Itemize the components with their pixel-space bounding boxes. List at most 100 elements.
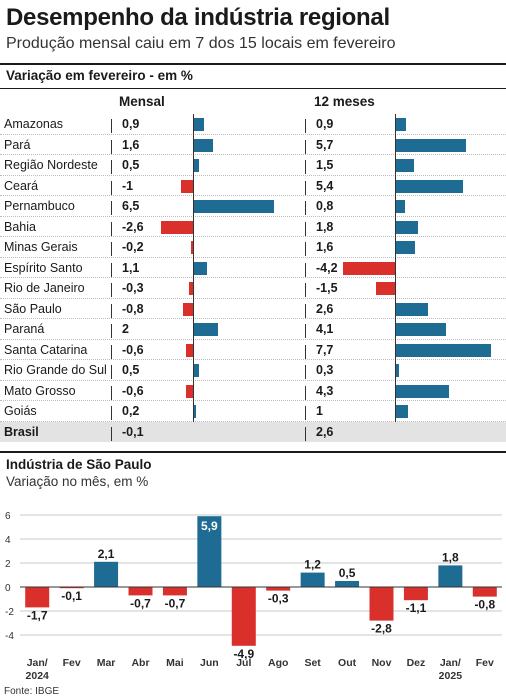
table-row: Pará 1,6 5,7 (0, 135, 506, 155)
x-tick-label: Fev (63, 657, 81, 669)
x-tick-label: Jun (200, 657, 219, 669)
cell-divider (305, 406, 306, 420)
monthly-bar (190, 241, 193, 254)
cell-divider (111, 139, 112, 154)
cell-divider (111, 201, 112, 215)
12m-value: -1,5 (316, 281, 338, 295)
table-row: Mato Grosso -0,6 4,3 (0, 381, 506, 401)
sp-value-label: -0,7 (130, 596, 151, 610)
region-name: Bahia (4, 219, 36, 234)
monthly-bar (160, 220, 193, 234)
monthly-bar (193, 138, 213, 152)
table-row: Espírito Santo 1,1 -4,2 (0, 258, 506, 278)
sp-bar (403, 587, 428, 601)
cell-divider (305, 385, 306, 400)
table-row: Minas Gerais -0,2 1,6 (0, 237, 506, 258)
x-tick-label: Jul (236, 657, 251, 669)
monthly-bar (193, 118, 205, 131)
cell-divider (305, 303, 306, 318)
cell-divider (111, 406, 112, 420)
x-tick-label: 2025 (439, 670, 463, 682)
x-tick-label: Out (338, 657, 357, 669)
12m-value: 7,7 (316, 342, 334, 357)
12m-bar (342, 261, 395, 275)
12m-bar (395, 343, 492, 357)
col-12m-header: 12 meses (314, 94, 375, 109)
cell-divider (111, 324, 112, 338)
sp-bar (128, 587, 153, 596)
monthly-value: 2 (122, 322, 129, 336)
monthly-bar (193, 364, 200, 377)
sp-value-label: -0,1 (61, 589, 82, 603)
sp-bar (438, 565, 463, 587)
x-tick-label: Mar (97, 657, 116, 669)
cell-divider (111, 344, 112, 359)
sp-bar (162, 587, 187, 596)
12m-value: 1 (316, 404, 323, 418)
sp-bar (335, 581, 360, 587)
monthly-bar (193, 200, 275, 213)
12m-value: 2,6 (316, 301, 334, 316)
region-name: Minas Gerais (4, 240, 78, 254)
sp-value-label: 1,8 (442, 550, 459, 564)
cell-divider (111, 262, 112, 277)
12m-bar (395, 241, 415, 254)
12m-bar (395, 405, 408, 418)
cell-divider (111, 160, 112, 174)
table-row: Paraná 2 4,1 (0, 319, 506, 340)
region-name: Pernambuco (4, 199, 75, 213)
cell-divider (305, 180, 306, 195)
table-row: São Paulo -0,8 2,6 (0, 299, 506, 319)
sp-bar (472, 587, 497, 597)
12m-bar (395, 364, 399, 377)
monthly-value: 6,5 (122, 199, 140, 213)
sp-value-label: 2,1 (98, 547, 115, 561)
sp-bar (59, 587, 84, 589)
sp-bar (231, 587, 256, 646)
monthly-axis (193, 114, 194, 422)
monthly-value: -0,6 (122, 383, 144, 398)
cell-divider (305, 160, 306, 174)
sp-value-label: -0,3 (268, 592, 289, 606)
region-name: Rio Grande do Sul (4, 363, 107, 377)
monthly-value: -0,2 (122, 240, 144, 254)
monthly-value: -2,6 (122, 219, 144, 234)
monthly-bar (193, 261, 207, 275)
cell-divider (305, 365, 306, 379)
12m-bar (395, 302, 428, 316)
y-tick-label: -4 (5, 631, 14, 642)
table-row: Ceará -1 5,4 (0, 176, 506, 196)
region-name: Paraná (4, 322, 45, 336)
col-monthly-header: Mensal (119, 94, 165, 109)
12m-value: 2,6 (316, 424, 334, 439)
monthly-value: 0,5 (122, 158, 140, 172)
monthly-bar (189, 282, 193, 295)
12m-value: -4,2 (316, 260, 338, 275)
monthly-value: 1,6 (122, 137, 140, 152)
table-row: Santa Catarina -0,6 7,7 (0, 340, 506, 360)
x-tick-label: 2024 (26, 670, 50, 682)
monthly-bar (185, 343, 193, 357)
table-row: Região Nordeste 0,5 1,5 (0, 155, 506, 176)
12m-value: 5,7 (316, 137, 334, 152)
monthly-bar (193, 159, 200, 172)
sp-bar (369, 587, 394, 621)
monthly-bar (193, 323, 218, 336)
12m-bar (395, 138, 467, 152)
sp-monthly-chart: -4 -2 0 2 4 6 -1,7 Jan/2024 -0,1 Fev 2,1 Mar -0,7 Abr… (5, 511, 502, 682)
region-name: Ceará (4, 178, 39, 193)
table-row: Amazonas 0,9 0,9 (0, 114, 506, 135)
monthly-bar (185, 384, 193, 398)
sp-chart-subtitle: Variação no mês, em % (6, 474, 149, 489)
y-tick-label: 2 (5, 559, 11, 570)
page-subtitle: Produção mensal caiu em 7 dos 15 locais … (6, 35, 396, 52)
x-tick-label: Nov (372, 657, 392, 669)
table-row: Rio de Janeiro -0,3 -1,5 (0, 278, 506, 299)
sp-value-label: -4,9 (233, 647, 254, 661)
sp-chart-title: Indústria de São Paulo (6, 457, 152, 472)
sp-value-label: -0,8 (474, 598, 495, 612)
x-tick-label: Ago (268, 657, 288, 669)
12m-axis (395, 114, 396, 422)
page-title: Desempenho da indústria regional (6, 4, 390, 31)
x-tick-label: Jan/ (440, 657, 461, 669)
